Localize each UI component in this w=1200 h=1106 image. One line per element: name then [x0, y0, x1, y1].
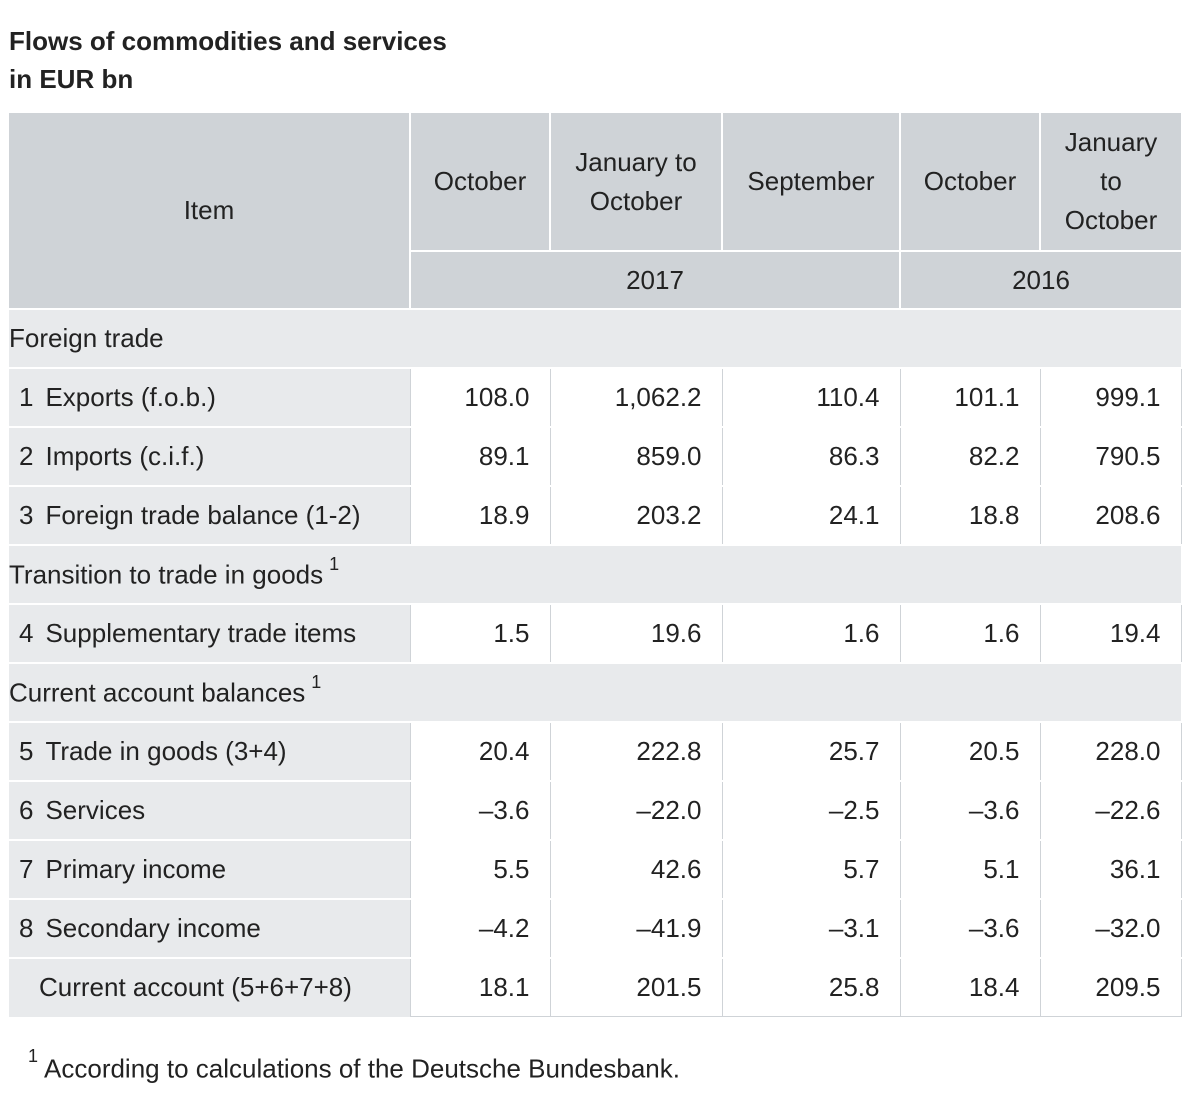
- cell: 101.1: [899, 367, 1040, 428]
- cell: –22.0: [549, 780, 722, 841]
- cell: 20.5: [899, 721, 1040, 782]
- footnote-mark: 1: [28, 1046, 39, 1066]
- cell: 18.8: [899, 485, 1040, 546]
- cell: –41.9: [549, 898, 722, 959]
- cell: 86.3: [721, 426, 900, 487]
- row-label: 4 Supplementary trade items: [9, 603, 410, 663]
- footnote-ref: 1: [311, 672, 322, 693]
- cell: –3.6: [409, 780, 550, 841]
- table-row: 5 Trade in goods (3+4) 20.4 222.8 25.7 20…: [9, 721, 1182, 782]
- cell: 999.1: [1039, 367, 1182, 428]
- cell: 201.5: [549, 957, 722, 1017]
- cell: 222.8: [549, 721, 722, 782]
- section-current-account: Current account balances 1: [9, 662, 1181, 722]
- row-label: 5 Trade in goods (3+4): [9, 721, 410, 781]
- flows-table: Item October January to October Septembe…: [9, 113, 1182, 1017]
- cell: 208.6: [1039, 485, 1182, 546]
- header-item: Item: [9, 113, 411, 309]
- cell: –22.6: [1039, 780, 1182, 841]
- row-label: 2 Imports (c.i.f.): [9, 426, 410, 486]
- cell: 25.8: [721, 957, 900, 1017]
- cell: 36.1: [1039, 839, 1182, 900]
- section-foreign-trade: Foreign trade: [9, 308, 1181, 368]
- cell: 18.1: [409, 957, 550, 1017]
- cell: 110.4: [721, 367, 900, 428]
- cell: 859.0: [549, 426, 722, 487]
- cell: 1.6: [899, 603, 1040, 664]
- cell: –32.0: [1039, 898, 1182, 959]
- cell: 228.0: [1039, 721, 1182, 782]
- cell: 203.2: [549, 485, 722, 546]
- cell: 5.1: [899, 839, 1040, 900]
- cell: 82.2: [899, 426, 1040, 487]
- header-col-jan-oct-2016: January to October: [1040, 113, 1181, 252]
- row-label: Current account (5+6+7+8): [9, 957, 410, 1017]
- cell: 5.5: [409, 839, 550, 900]
- table-row: Current account (5+6+7+8) 18.1 201.5 25.…: [9, 957, 1182, 1017]
- table-title: Flows of commodities and services in EUR…: [9, 22, 447, 98]
- cell: 1,062.2: [549, 367, 722, 428]
- cell: 20.4: [409, 721, 550, 782]
- row-label: 8 Secondary income: [9, 898, 410, 958]
- cell: –3.6: [899, 780, 1040, 841]
- cell: 19.4: [1039, 603, 1182, 664]
- cell: 1.5: [409, 603, 550, 664]
- table-row: 8 Secondary income –4.2 –41.9 –3.1 –3.6 –…: [9, 898, 1182, 959]
- cell: 790.5: [1039, 426, 1182, 487]
- header-col-jan-oct-2017: January to October: [550, 113, 723, 252]
- section-row: Transition to trade in goods 1: [9, 544, 1181, 604]
- cell: –2.5: [721, 780, 900, 841]
- cell: –3.1: [721, 898, 900, 959]
- table-row: 1 Exports (f.o.b.) 108.0 1,062.2 110.4 10…: [9, 367, 1182, 428]
- table-row: 2 Imports (c.i.f.) 89.1 859.0 86.3 82.2 7…: [9, 426, 1182, 487]
- cell: 19.6: [549, 603, 722, 664]
- section-row: Foreign trade: [9, 308, 1181, 368]
- header-year-2017: 2017: [410, 251, 901, 309]
- table-row: 3 Foreign trade balance (1-2) 18.9 203.2 …: [9, 485, 1182, 546]
- cell: 18.9: [409, 485, 550, 546]
- row-label: 3 Foreign trade balance (1-2): [9, 485, 410, 545]
- section-transition: Transition to trade in goods 1: [9, 544, 1181, 604]
- cell: 25.7: [721, 721, 900, 782]
- cell: –3.6: [899, 898, 1040, 959]
- cell: 209.5: [1039, 957, 1182, 1017]
- footnote: 1 According to calculations of the Deutsc…: [28, 1046, 680, 1085]
- cell: 89.1: [409, 426, 550, 487]
- row-label: 7 Primary income: [9, 839, 410, 899]
- cell: 1.6: [721, 603, 900, 664]
- cell: 42.6: [549, 839, 722, 900]
- header-col-october-2017: October: [410, 113, 551, 252]
- title-line-1: Flows of commodities and services: [9, 26, 447, 56]
- footnote-ref: 1: [329, 554, 340, 575]
- cell: 18.4: [899, 957, 1040, 1017]
- row-label: 6 Services: [9, 780, 410, 840]
- cell: 5.7: [721, 839, 900, 900]
- table-row: 6 Services –3.6 –22.0 –2.5 –3.6 –22.6: [9, 780, 1182, 841]
- header-col-september-2017: September: [722, 113, 901, 252]
- cell: –4.2: [409, 898, 550, 959]
- cell: 108.0: [409, 367, 550, 428]
- footnote-text: According to calculations of the Deutsch…: [44, 1053, 680, 1084]
- cell: 24.1: [721, 485, 900, 546]
- table-row: 4 Supplementary trade items 1.5 19.6 1.6 …: [9, 603, 1182, 664]
- title-line-2: in EUR bn: [9, 64, 134, 94]
- header-year-2016: 2016: [900, 251, 1181, 309]
- section-row: Current account balances 1: [9, 662, 1181, 722]
- header-col-october-2016: October: [900, 113, 1041, 252]
- table-row: 7 Primary income 5.5 42.6 5.7 5.1 36.1: [9, 839, 1182, 900]
- row-label: 1 Exports (f.o.b.): [9, 367, 410, 427]
